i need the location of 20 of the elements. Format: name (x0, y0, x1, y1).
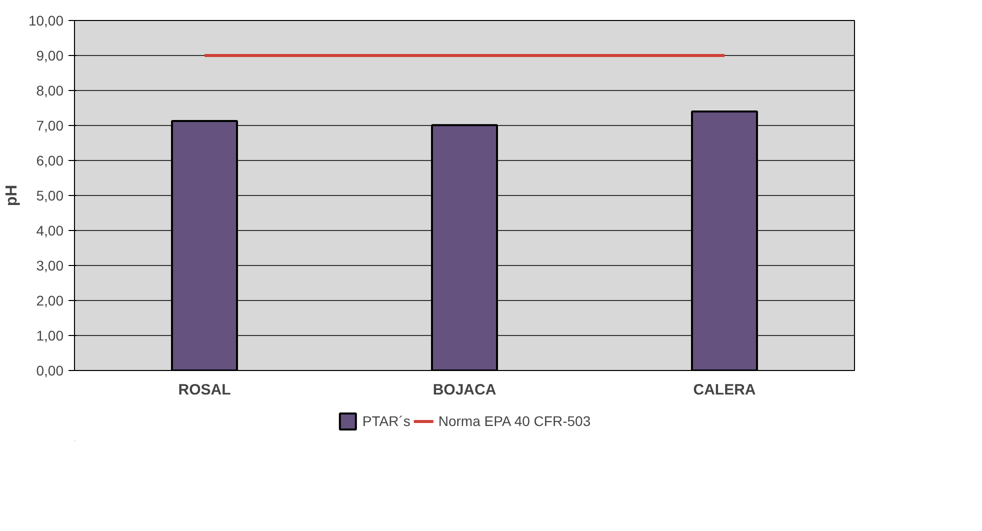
y-tick-label: 8,00 (36, 82, 64, 98)
y-axis-title: pH (3, 184, 20, 206)
x-tick-label: CALERA (693, 382, 756, 398)
bar (431, 124, 498, 370)
y-tick-label: 0,00 (36, 362, 64, 378)
bar (171, 120, 238, 370)
y-tick-label: 7,00 (36, 118, 64, 134)
x-tick-label: BOJACA (432, 382, 496, 398)
y-tick-label: 2,00 (36, 292, 64, 308)
y-tick-label: 1,00 (36, 328, 64, 344)
x-tick-label: ROSAL (178, 382, 231, 398)
y-tick-label: 9,00 (36, 48, 64, 64)
y-tick-label: 4,00 (36, 222, 64, 238)
legend-label: PTAR´s (362, 413, 410, 429)
y-tick-label: 6,00 (36, 152, 64, 168)
bar (691, 110, 758, 370)
y-tick-label: 5,00 (36, 188, 64, 204)
y-tick-label: 3,00 (36, 258, 64, 274)
legend-label: Norma EPA 40 CFR-503 (438, 413, 591, 429)
y-tick-label: 10,00 (28, 12, 64, 28)
